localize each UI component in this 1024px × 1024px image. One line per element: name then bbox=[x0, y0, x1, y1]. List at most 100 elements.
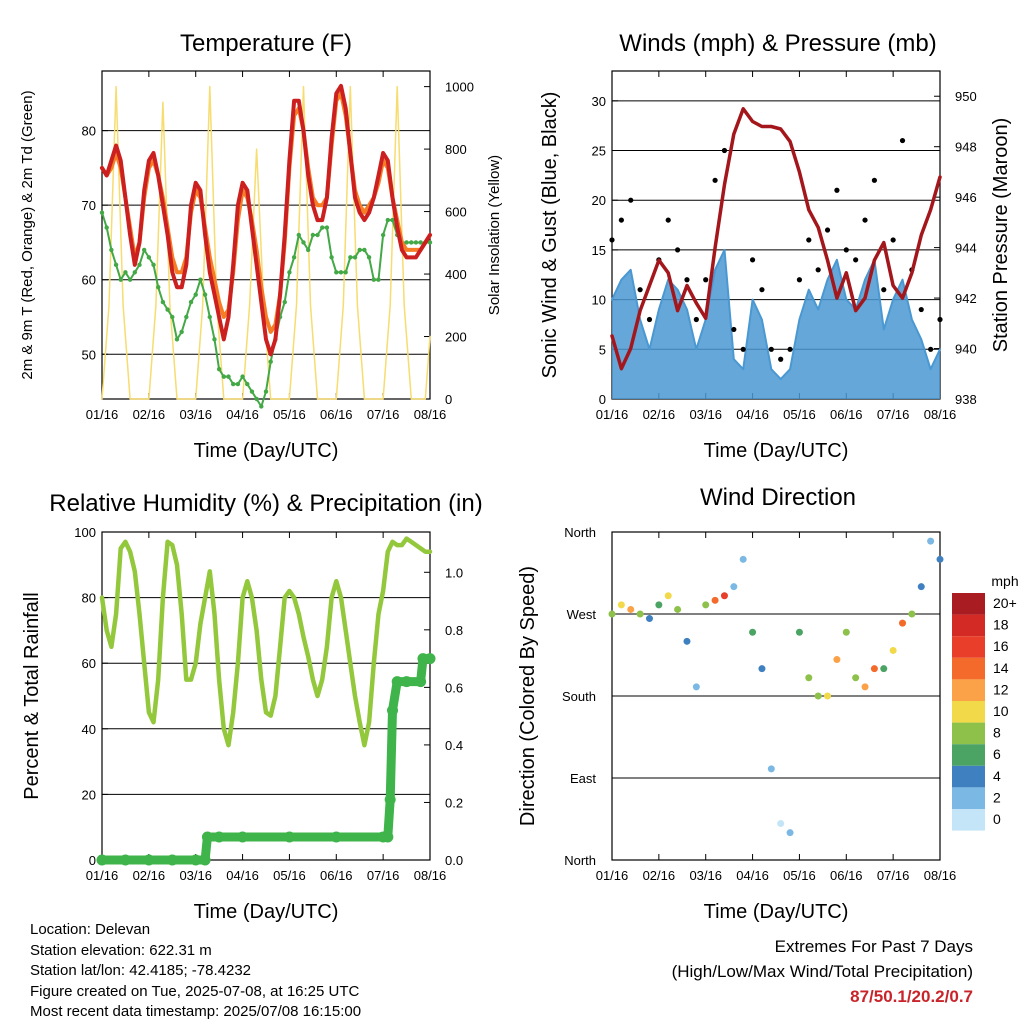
rainfall-point bbox=[237, 831, 249, 843]
y2-tick-label-2-2: 0.4 bbox=[445, 738, 463, 753]
wind-direction-point bbox=[702, 601, 710, 609]
gust-point bbox=[703, 277, 709, 283]
y2-tick-label-1-0: 938 bbox=[955, 392, 977, 407]
rainfall-point bbox=[283, 831, 295, 843]
y2-axis-label-0: Solar Insolation (Yellow) bbox=[486, 155, 503, 315]
gust-point bbox=[899, 137, 906, 144]
x-tick-label-3-1: 02/16 bbox=[643, 868, 676, 883]
gust-point bbox=[824, 227, 831, 233]
x-tick-label-0-5: 06/16 bbox=[320, 407, 353, 422]
wind-direction-point bbox=[870, 665, 878, 673]
x-tick-label-2-1: 02/16 bbox=[133, 868, 166, 883]
x-tick-label-1-5: 06/16 bbox=[830, 407, 863, 422]
wind-direction-point bbox=[842, 628, 850, 636]
gust-point bbox=[675, 247, 681, 253]
wind-direction-point bbox=[917, 583, 925, 591]
wind-direction-point bbox=[861, 683, 869, 691]
y-tick-label-3-4: North bbox=[564, 853, 596, 868]
gust-point bbox=[693, 316, 699, 323]
x-axis-label-1: Time (Day/UTC) bbox=[704, 440, 849, 462]
y2-tick-label-1-3: 944 bbox=[955, 241, 977, 256]
y-axis-label-1: Sonic Wind & Gust (Blue, Black) bbox=[539, 92, 561, 379]
station-latlon: Station lat/lon: 42.4185; -78.4232 bbox=[30, 962, 252, 979]
x-tick-label-0-3: 04/16 bbox=[226, 407, 259, 422]
wind-direction-point bbox=[711, 596, 719, 604]
rainfall-point bbox=[96, 854, 108, 866]
wind-direction-point bbox=[852, 674, 860, 682]
gust-point bbox=[815, 267, 821, 273]
colorbar-swatch bbox=[952, 722, 985, 745]
colorbar-label-10: 0 bbox=[993, 811, 1001, 827]
x-axis-label-0: Time (Day/UTC) bbox=[194, 440, 339, 462]
series-9m-t bbox=[100, 91, 432, 334]
gust-point bbox=[918, 306, 924, 313]
wind-direction-point bbox=[749, 628, 757, 636]
wind-direction-point bbox=[720, 592, 728, 600]
gust-point bbox=[881, 287, 887, 293]
x-tick-label-0-2: 03/16 bbox=[179, 407, 212, 422]
gust-point bbox=[759, 287, 765, 293]
y2-tick-label-1-1: 940 bbox=[955, 342, 977, 357]
y-tick-label-0-1: 60 bbox=[82, 273, 96, 288]
x-tick-label-1-4: 05/16 bbox=[783, 407, 816, 422]
gust-point bbox=[928, 346, 934, 352]
x-tick-label-0-7: 08/16 bbox=[414, 407, 447, 422]
colorbar-swatch bbox=[952, 701, 985, 723]
x-tick-label-3-7: 08/16 bbox=[924, 868, 957, 883]
wind-direction-point bbox=[645, 615, 653, 623]
rainfall-point bbox=[201, 831, 213, 843]
y2-tick-label-0-1: 200 bbox=[445, 330, 467, 345]
x-axis-label-3: Time (Day/UTC) bbox=[704, 901, 849, 923]
wind-direction-point bbox=[627, 605, 635, 613]
y-tick-label-0-0: 50 bbox=[82, 347, 96, 362]
wind-direction-point bbox=[833, 656, 841, 664]
wind-direction-point bbox=[683, 637, 691, 645]
x-tick-label-2-3: 04/16 bbox=[226, 868, 259, 883]
x-tick-label-3-6: 07/16 bbox=[877, 868, 910, 883]
wind-direction-point bbox=[927, 537, 935, 545]
extremes-values: 87/50.1/20.2/0.7 bbox=[850, 987, 973, 1006]
x-tick-label-1-2: 03/16 bbox=[689, 407, 722, 422]
extremes-subtitle: (High/Low/Max Wind/Total Precipitation) bbox=[671, 962, 973, 981]
y-axis-label-2: Percent & Total Rainfall bbox=[21, 592, 43, 800]
y-axis-label-3: Direction (Colored By Speed) bbox=[517, 566, 539, 826]
wind-direction-point bbox=[889, 646, 897, 654]
rainfall-point bbox=[199, 854, 211, 866]
rainfall-point bbox=[190, 854, 202, 866]
extremes-box: Extremes For Past 7 Days (High/Low/Max W… bbox=[672, 934, 973, 1009]
gust-point bbox=[646, 316, 653, 323]
y-tick-label-3-3: East bbox=[570, 771, 596, 786]
gust-point bbox=[843, 247, 849, 253]
gust-point bbox=[871, 177, 878, 183]
wind-direction-point bbox=[692, 683, 700, 691]
rainfall-point bbox=[166, 854, 178, 866]
series-2m-td bbox=[101, 211, 431, 408]
gust-point bbox=[628, 197, 634, 203]
gust-point bbox=[684, 277, 690, 283]
gust-point bbox=[768, 346, 774, 352]
y-tick-label-2-3: 60 bbox=[82, 656, 96, 671]
wind-direction-point bbox=[608, 610, 616, 618]
wind-direction-point bbox=[936, 555, 944, 563]
colorbar-swatch bbox=[952, 744, 985, 766]
x-tick-label-3-0: 01/16 bbox=[596, 868, 629, 883]
colorbar-label-7: 6 bbox=[993, 746, 1001, 762]
wind-direction-point bbox=[824, 692, 832, 700]
x-tick-label-2-2: 03/16 bbox=[179, 868, 212, 883]
rainfall-point bbox=[213, 831, 225, 843]
y2-tick-label-2-1: 0.2 bbox=[445, 795, 463, 810]
rainfall-point bbox=[330, 831, 342, 843]
x-tick-label-2-4: 05/16 bbox=[273, 868, 306, 883]
x-tick-label-1-1: 02/16 bbox=[643, 407, 676, 422]
x-tick-label-1-3: 04/16 bbox=[736, 407, 769, 422]
x-tick-label-0-4: 05/16 bbox=[273, 407, 306, 422]
wind-direction-point bbox=[795, 628, 803, 636]
rainfall-point bbox=[415, 676, 427, 688]
y2-tick-label-0-4: 800 bbox=[445, 142, 467, 157]
wind-direction-point bbox=[758, 665, 766, 673]
colorbar-swatch bbox=[952, 657, 985, 680]
y2-tick-label-2-4: 0.8 bbox=[445, 623, 463, 638]
colorbar-label-8: 4 bbox=[993, 768, 1001, 784]
extremes-title: Extremes For Past 7 Days bbox=[774, 937, 973, 956]
